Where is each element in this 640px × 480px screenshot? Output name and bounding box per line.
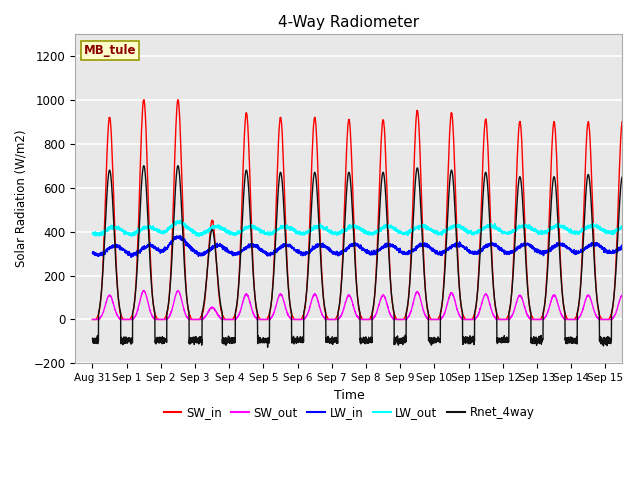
Title: 4-Way Radiometer: 4-Way Radiometer: [278, 15, 419, 30]
Y-axis label: Solar Radiation (W/m2): Solar Radiation (W/m2): [15, 130, 28, 267]
Legend: SW_in, SW_out, LW_in, LW_out, Rnet_4way: SW_in, SW_out, LW_in, LW_out, Rnet_4way: [159, 401, 539, 423]
X-axis label: Time: Time: [333, 389, 364, 402]
Text: MB_tule: MB_tule: [84, 44, 136, 57]
